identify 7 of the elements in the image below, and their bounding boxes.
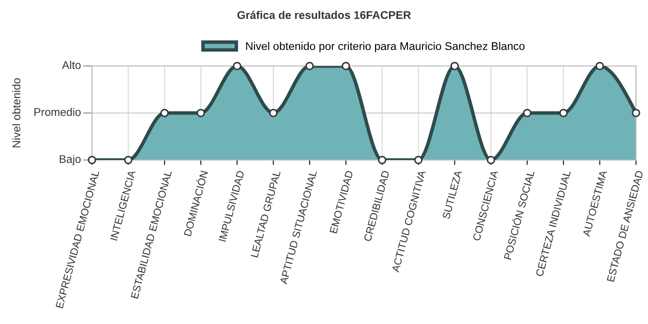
chart-title: Gráfica de resultados 16FACPER	[237, 10, 411, 19]
x-tick-label: LEALTAD GRUPAL	[250, 170, 281, 258]
ref-line-label: Alto	[62, 60, 81, 69]
series-label: Nivel obtenido por criterio para Mauricio Sanchez Blanco	[246, 42, 525, 52]
y-axis-title: Nivel obtenido	[12, 78, 20, 148]
ref-line-label: Bajo	[60, 154, 81, 166]
ref-line-label: Promedio	[34, 108, 81, 116]
